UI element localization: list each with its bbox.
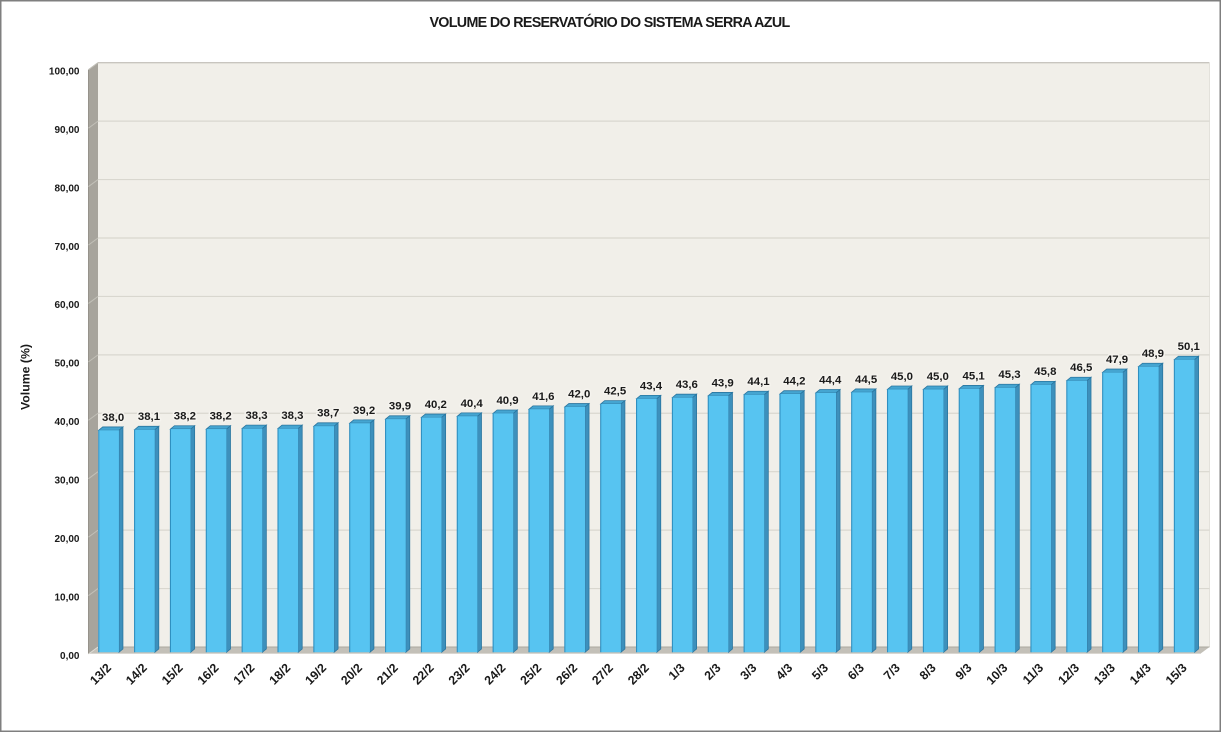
svg-text:43,9: 43,9 <box>712 377 734 389</box>
svg-text:44,1: 44,1 <box>747 376 770 388</box>
svg-text:45,0: 45,0 <box>891 371 913 383</box>
svg-text:46,5: 46,5 <box>1070 362 1093 374</box>
svg-text:38,2: 38,2 <box>174 411 196 423</box>
svg-text:43,6: 43,6 <box>676 379 698 391</box>
svg-text:80,00: 80,00 <box>54 183 79 194</box>
svg-text:40,00: 40,00 <box>54 417 79 428</box>
svg-text:20,00: 20,00 <box>54 534 79 545</box>
svg-text:50,00: 50,00 <box>54 359 79 370</box>
svg-text:41,6: 41,6 <box>532 391 554 403</box>
svg-text:70,00: 70,00 <box>54 242 79 253</box>
svg-text:45,8: 45,8 <box>1034 366 1056 378</box>
svg-text:30,00: 30,00 <box>54 476 79 487</box>
svg-text:100,00: 100,00 <box>49 67 80 78</box>
svg-text:40,9: 40,9 <box>496 395 518 407</box>
svg-text:VOLUME DO RESERVATÓRIO DO SIST: VOLUME DO RESERVATÓRIO DO SISTEMA SERRA … <box>429 13 790 31</box>
svg-text:42,0: 42,0 <box>568 388 590 400</box>
svg-text:40,4: 40,4 <box>461 398 484 410</box>
svg-text:45,0: 45,0 <box>927 371 949 383</box>
svg-text:38,7: 38,7 <box>317 408 339 420</box>
svg-text:48,9: 48,9 <box>1142 348 1164 360</box>
svg-text:0,00: 0,00 <box>60 651 80 662</box>
svg-text:47,9: 47,9 <box>1106 354 1128 366</box>
svg-text:38,3: 38,3 <box>245 410 267 422</box>
svg-text:40,2: 40,2 <box>425 399 447 411</box>
svg-text:10,00: 10,00 <box>54 592 79 603</box>
svg-text:44,4: 44,4 <box>819 374 842 386</box>
svg-text:42,5: 42,5 <box>604 386 627 398</box>
svg-text:39,9: 39,9 <box>389 401 411 413</box>
svg-text:38,2: 38,2 <box>210 411 232 423</box>
svg-text:38,0: 38,0 <box>102 412 124 424</box>
svg-text:50,1: 50,1 <box>1178 341 1201 353</box>
svg-text:60,00: 60,00 <box>54 300 79 311</box>
svg-text:45,1: 45,1 <box>963 370 986 382</box>
svg-text:Volume (%): Volume (%) <box>18 344 32 410</box>
svg-text:44,2: 44,2 <box>783 376 805 388</box>
svg-text:43,4: 43,4 <box>640 380 663 392</box>
svg-text:90,00: 90,00 <box>54 125 79 136</box>
svg-text:38,3: 38,3 <box>281 410 303 422</box>
svg-text:39,2: 39,2 <box>353 405 375 417</box>
svg-text:44,5: 44,5 <box>855 374 878 386</box>
svg-text:38,1: 38,1 <box>138 411 161 423</box>
svg-text:45,3: 45,3 <box>998 369 1020 381</box>
